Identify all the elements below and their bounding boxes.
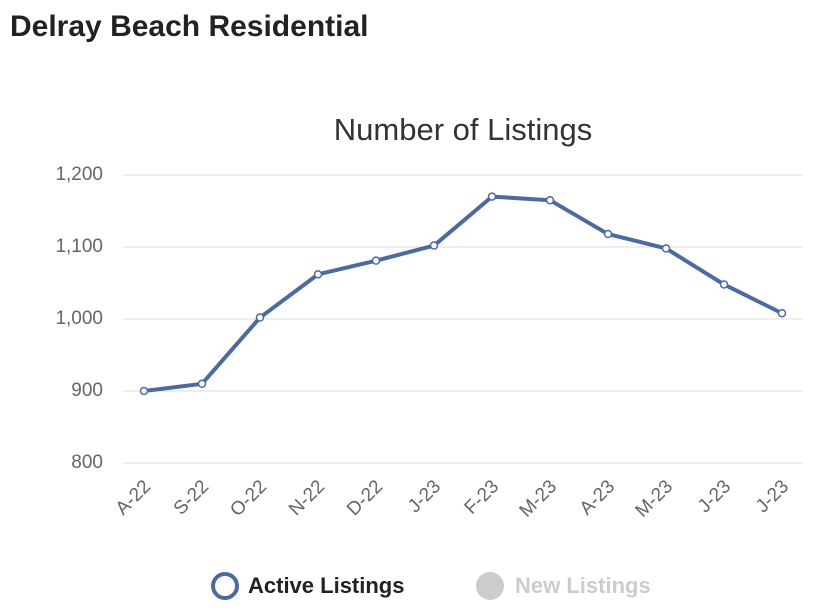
y-tick-label: 900 — [71, 380, 103, 401]
x-tick-label: D-22 — [343, 476, 387, 520]
legend-label[interactable]: New Listings — [515, 573, 651, 598]
data-point — [313, 270, 323, 279]
data-point — [545, 195, 555, 205]
x-tick-label: A-22 — [112, 476, 155, 519]
legend-marker[interactable] — [476, 572, 504, 600]
y-tick-label: 800 — [71, 452, 103, 473]
data-point — [197, 379, 207, 389]
chart-title: Number of Listings — [334, 112, 592, 147]
x-tick-label: A-23 — [576, 476, 619, 519]
y-tick-label: 1,200 — [55, 164, 103, 185]
data-point — [661, 244, 671, 253]
legend-marker[interactable] — [211, 572, 239, 600]
x-tick-label: J-23 — [694, 476, 735, 517]
x-tick-label: N-22 — [285, 476, 329, 520]
data-point — [719, 280, 729, 289]
x-tick-label: S-22 — [170, 476, 213, 519]
x-tick-label: O-22 — [226, 476, 271, 521]
x-tick-label: J-23 — [752, 476, 793, 517]
data-point — [371, 256, 381, 265]
data-point — [487, 192, 497, 201]
legend-label[interactable]: Active Listings — [248, 573, 404, 598]
data-point — [603, 229, 613, 239]
data-point — [777, 308, 787, 318]
y-tick-label: 1,000 — [55, 308, 103, 329]
data-point — [255, 313, 265, 322]
data-point — [429, 241, 439, 250]
x-tick-label: M-23 — [632, 476, 677, 521]
x-tick-label: J-23 — [404, 476, 445, 517]
page-title: Delray Beach Residential — [10, 10, 369, 43]
x-tick-label: F-23 — [461, 476, 503, 518]
series-line — [143, 194, 783, 393]
y-tick-label: 1,100 — [55, 236, 103, 257]
x-tick-label: M-23 — [516, 476, 561, 521]
data-point — [139, 386, 149, 396]
